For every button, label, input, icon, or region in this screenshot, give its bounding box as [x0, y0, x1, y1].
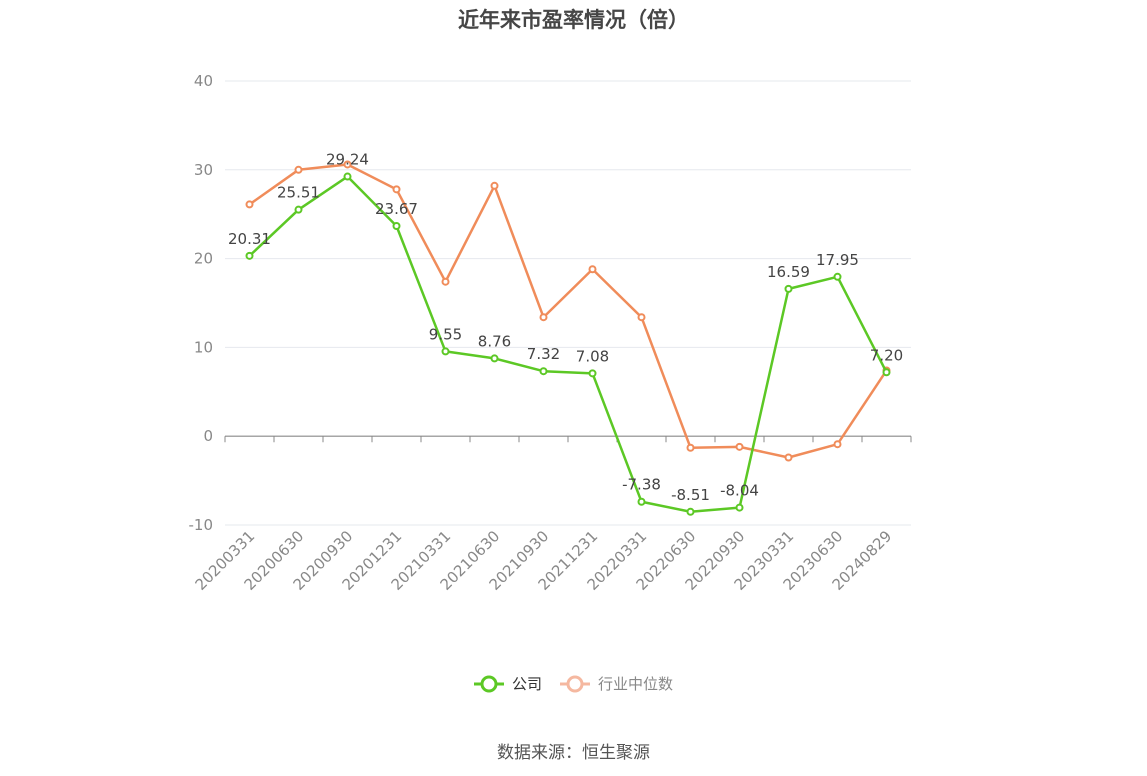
legend-industry-icon	[560, 675, 590, 692]
data-label: 17.95	[816, 251, 859, 269]
grid-lines	[225, 80, 911, 526]
data-point-company	[294, 205, 303, 214]
chart-title: 近年来市盈率情况（倍）	[458, 8, 689, 32]
data-labels: 20.31 25.51 29.24 23.67 9.55 8.76 7.32 7.08 -7.3…	[228, 151, 903, 504]
data-point-industry	[539, 313, 548, 322]
legend-item-company[interactable]: 公司	[473, 673, 542, 694]
y-tick-label: 40	[194, 72, 213, 90]
data-label: 29.24	[326, 151, 369, 169]
data-point-company	[539, 367, 548, 376]
data-label: -7.38	[622, 476, 661, 494]
data-point-industry	[441, 277, 450, 286]
axes: -100102030402020033120200630202009302020…	[189, 72, 912, 594]
data-point-industry	[735, 442, 744, 451]
data-point-company	[784, 284, 793, 293]
data-label: 23.67	[375, 200, 418, 218]
data-label: 7.08	[576, 347, 609, 365]
data-point-industry	[392, 185, 401, 194]
legend-company-icon	[473, 675, 504, 692]
data-point-industry	[490, 181, 499, 190]
data-point-industry	[588, 265, 597, 274]
source-note: 数据来源：恒生聚源	[497, 743, 650, 763]
data-point-company	[735, 503, 744, 512]
y-tick-label: -10	[189, 516, 214, 534]
y-tick-label: 10	[194, 338, 213, 356]
data-point-company	[833, 272, 842, 281]
data-point-industry	[245, 200, 254, 209]
data-point-company	[490, 354, 499, 363]
y-tick-label: 20	[194, 250, 213, 268]
data-point-company	[245, 251, 254, 260]
data-point-industry	[343, 160, 352, 169]
y-tick-label: 30	[194, 161, 213, 179]
legend-item-industry[interactable]: 行业中位数	[560, 673, 673, 694]
data-point-industry	[784, 453, 793, 462]
data-point-company	[882, 368, 891, 377]
legend-label-company: 公司	[511, 675, 542, 693]
data-label: -8.04	[720, 482, 759, 500]
series	[245, 160, 891, 516]
series-line-industry	[248, 163, 888, 459]
data-label: -8.51	[671, 486, 710, 504]
data-point-industry	[686, 443, 695, 452]
data-label: 8.76	[478, 332, 511, 350]
data-label: 7.20	[870, 346, 903, 364]
data-point-company	[441, 347, 450, 356]
legend: 公司 行业中位数	[0, 673, 1147, 694]
data-point-company	[588, 369, 597, 378]
data-point-company	[392, 222, 401, 231]
series-line-company	[248, 175, 888, 514]
data-point-industry	[637, 313, 646, 322]
data-point-industry	[833, 440, 842, 449]
data-label: 7.32	[527, 345, 560, 363]
data-label: 9.55	[429, 325, 462, 343]
data-label: 20.31	[228, 230, 271, 248]
data-point-industry	[294, 165, 303, 174]
data-point-company	[343, 172, 352, 181]
data-point-company	[686, 507, 695, 516]
data-label: 25.51	[277, 184, 320, 202]
data-point-company	[637, 497, 646, 506]
legend-label-industry: 行业中位数	[598, 675, 674, 693]
data-label: 16.59	[767, 263, 810, 281]
y-tick-label: 0	[203, 427, 213, 445]
